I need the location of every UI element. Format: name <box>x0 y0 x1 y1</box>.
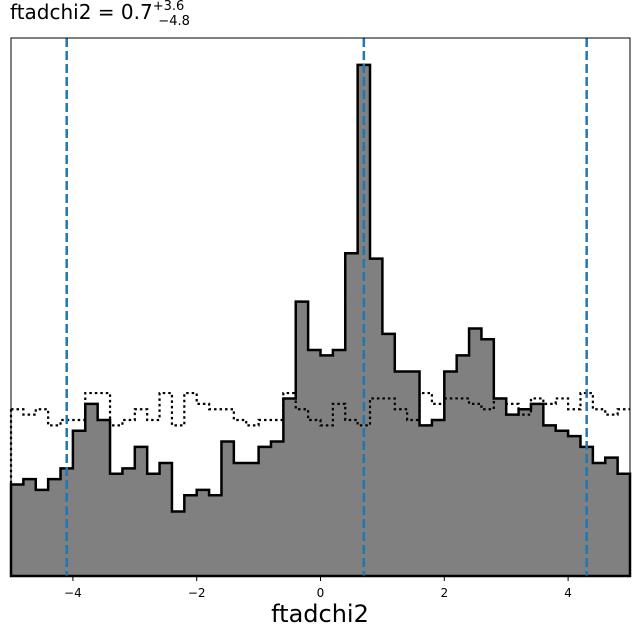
histogram-bar <box>270 441 284 576</box>
histogram-bar <box>382 333 396 576</box>
histogram-bar <box>171 511 185 576</box>
histogram-bar <box>11 484 24 576</box>
histogram-bar <box>345 253 359 576</box>
histogram-bar <box>332 350 346 576</box>
histogram-bar <box>530 403 544 576</box>
histogram-bar <box>407 371 421 576</box>
histogram-bar <box>147 473 161 576</box>
histogram-bar <box>481 339 495 576</box>
histogram-bar <box>568 436 582 576</box>
histogram-bar <box>23 479 37 576</box>
title-base: ftadchi2 = 0.7 <box>10 0 153 24</box>
histogram-bar <box>419 425 433 576</box>
x-axis: −4 −2 0 2 4 <box>10 37 631 600</box>
histogram-bar <box>72 430 86 576</box>
histogram-bar <box>543 425 557 576</box>
histogram-bar <box>122 468 136 576</box>
histogram-bar <box>308 350 322 576</box>
histogram-bar <box>320 355 334 576</box>
histogram-bar <box>134 446 148 576</box>
histogram-bar <box>605 457 619 576</box>
histogram-bar <box>431 419 445 576</box>
histogram-bar <box>159 463 173 576</box>
histogram-bar <box>221 441 235 576</box>
x-tick-label: −2 <box>188 586 206 600</box>
title-upper-error: +3.6 <box>152 0 185 14</box>
histogram-bar <box>617 473 631 576</box>
histogram-bar <box>48 479 62 576</box>
histogram-bar <box>456 355 470 576</box>
histogram-bar <box>258 446 272 576</box>
histogram-bar <box>110 473 124 576</box>
x-tick-label: −4 <box>64 586 82 600</box>
histogram-bar <box>196 489 210 576</box>
histogram-bar <box>295 301 309 576</box>
histogram-bar <box>493 398 507 576</box>
histogram-bar <box>35 489 49 576</box>
chart-title: ftadchi2 = 0.7+3.6−4.8 <box>10 0 190 28</box>
title-lower-error: −4.8 <box>158 14 190 29</box>
histogram-bar <box>506 414 520 576</box>
histogram-bar <box>555 430 569 576</box>
histogram-bar <box>370 258 383 576</box>
histogram-bar <box>469 328 483 576</box>
histogram-bar <box>357 64 371 577</box>
x-axis-label: ftadchi2 <box>271 600 369 628</box>
histogram-bar <box>97 419 111 576</box>
x-tick-label: 2 <box>440 586 448 600</box>
histogram-bar <box>246 463 260 576</box>
histogram-outline <box>9 63 632 578</box>
histogram-bar <box>444 371 458 576</box>
histogram-bar <box>592 463 606 576</box>
histogram-bar <box>209 495 223 576</box>
histogram-bar <box>394 371 408 576</box>
histogram-bar <box>283 398 297 576</box>
x-tick-label: 4 <box>564 586 572 600</box>
plot-area <box>9 38 632 578</box>
histogram-bar <box>184 495 198 576</box>
prior-histogram-line <box>11 391 630 427</box>
histogram-bar <box>518 409 532 576</box>
x-tick-label: 0 <box>317 586 325 600</box>
histogram-bar <box>233 463 247 576</box>
histogram-bar <box>85 403 99 576</box>
